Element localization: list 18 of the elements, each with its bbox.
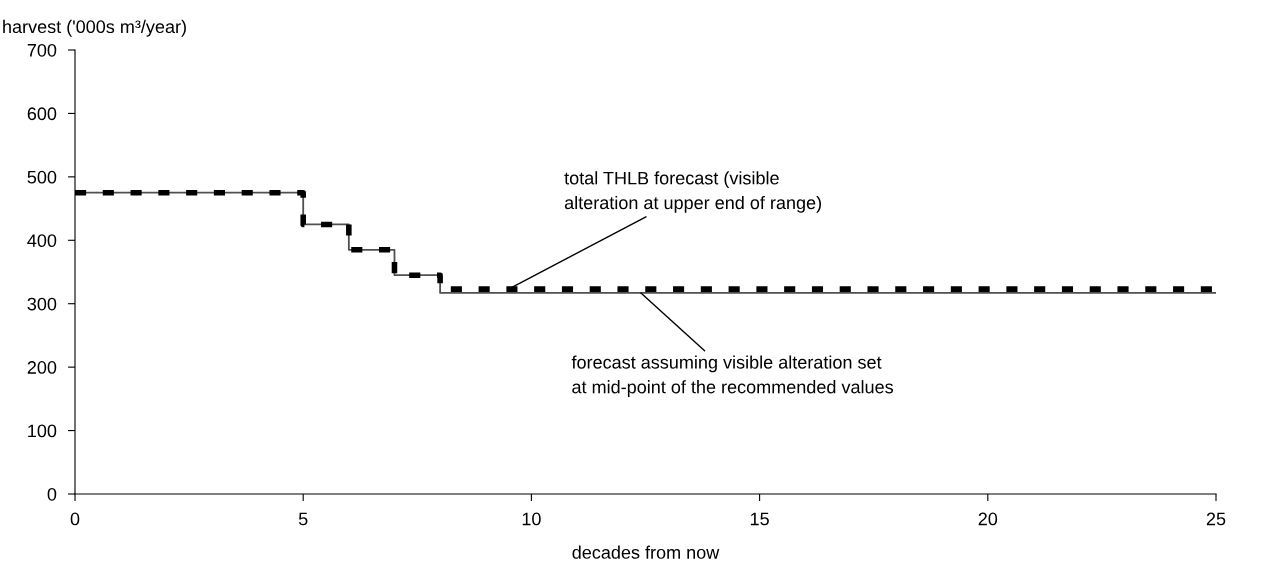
y-tick-label: 100 [28,424,57,438]
x-tick-label: 0 [70,512,80,526]
x-tick-label: 15 [750,512,769,526]
y-axis-title: harvest ('000s m³/year) [3,19,186,37]
x-tick-label: 10 [522,512,541,526]
x-axis-title: decades from now [572,545,720,559]
y-tick-label: 300 [27,297,57,311]
annotation: forecast assuming visible alteration set at mid-point of the recommended values [571,355,893,397]
y-tick-label: 0 [47,487,57,501]
y-tick-label: 600 [27,107,57,121]
y-tick-label: 400 [27,234,57,248]
y-tick-label: 700 [27,43,57,57]
y-tick-label: 500 [27,170,57,184]
annotation: total THLB forecast (visible alteration at upper end of range) [564,171,821,213]
y-tick-label: 200 [27,361,57,374]
x-tick-label: 25 [1206,512,1226,526]
x-tick-label: 5 [298,512,308,526]
x-tick-label: 20 [978,512,998,526]
